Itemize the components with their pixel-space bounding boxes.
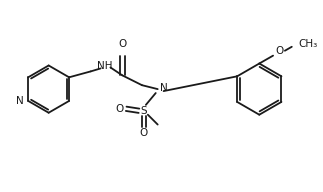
Text: N: N <box>16 96 24 106</box>
Text: O: O <box>140 128 148 138</box>
Text: O: O <box>276 46 284 56</box>
Text: N: N <box>160 83 167 93</box>
Text: CH₃: CH₃ <box>299 39 318 49</box>
Text: NH: NH <box>97 61 112 71</box>
Text: O: O <box>118 39 126 49</box>
Text: S: S <box>141 106 147 116</box>
Text: O: O <box>115 104 123 114</box>
